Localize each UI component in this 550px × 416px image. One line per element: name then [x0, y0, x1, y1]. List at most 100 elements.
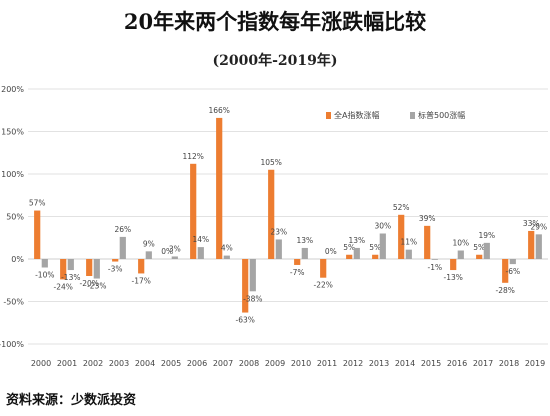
- chart-subtitle: (2000年-2019年): [212, 53, 338, 69]
- bar-quanA: [138, 259, 145, 274]
- bar-sp500: [535, 234, 542, 259]
- bar-sp500: [197, 247, 204, 259]
- x-tick-label: 2004: [135, 359, 155, 368]
- bar-quanA: [528, 230, 535, 259]
- data-label: 11%: [400, 238, 417, 247]
- data-label: -6%: [505, 267, 520, 276]
- bar-quanA: [346, 254, 353, 259]
- data-label: -17%: [132, 276, 151, 285]
- y-tick-label: -100%: [0, 340, 24, 349]
- bar-sp500: [431, 259, 438, 260]
- bar-quanA: [372, 254, 379, 259]
- x-tick-label: 2005: [161, 359, 181, 368]
- bar-quanA: [450, 259, 457, 271]
- data-label: -28%: [496, 286, 515, 295]
- x-tick-label: 2018: [499, 359, 519, 368]
- x-tick-label: 2003: [109, 359, 129, 368]
- bar-quanA: [502, 259, 509, 283]
- data-label: 4%: [221, 244, 233, 253]
- bar-sp500: [483, 242, 490, 259]
- bar-quanA: [242, 259, 249, 313]
- legend-label: 标普500涨幅: [418, 110, 465, 120]
- bar-sp500: [275, 239, 282, 259]
- data-label: 10%: [452, 239, 469, 248]
- legend-swatch: [410, 112, 415, 119]
- x-tick-label: 2000: [31, 359, 51, 368]
- data-label: 0%: [325, 247, 337, 256]
- data-label: -7%: [290, 268, 305, 277]
- bar-sp500: [353, 247, 360, 259]
- bar-sp500: [119, 236, 126, 259]
- x-tick-label: 2002: [83, 359, 103, 368]
- bar-quanA: [190, 163, 197, 259]
- x-tick-label: 2013: [369, 359, 389, 368]
- x-tick-label: 2011: [317, 359, 337, 368]
- bar-sp500: [67, 259, 74, 271]
- bar-quanA: [86, 259, 93, 276]
- data-label: 30%: [374, 222, 391, 231]
- x-tick-label: 2019: [525, 359, 545, 368]
- source-note: 资料来源：少数派投资: [6, 393, 137, 408]
- x-tick-label: 2010: [291, 359, 311, 368]
- legend-label: 全A指数涨幅: [334, 110, 379, 120]
- data-label: 29%: [530, 222, 547, 231]
- data-label: -22%: [314, 281, 333, 290]
- bar-quanA: [216, 117, 223, 260]
- x-tick-label: 2006: [187, 359, 207, 368]
- bar-quanA: [60, 259, 67, 280]
- x-tick-label: 2001: [57, 359, 77, 368]
- data-label: -63%: [236, 316, 255, 325]
- bar-quanA: [112, 259, 119, 262]
- bar-sp500: [379, 233, 386, 259]
- data-label: 0%: [161, 247, 173, 256]
- data-label: -3%: [108, 265, 123, 274]
- y-tick-label: 200%: [1, 85, 24, 94]
- bar-quanA: [268, 169, 275, 259]
- data-label: 13%: [296, 236, 313, 245]
- data-label: 5%: [473, 243, 485, 252]
- x-tick-label: 2017: [473, 359, 493, 368]
- bar-sp500: [93, 259, 100, 279]
- x-tick-label: 2016: [447, 359, 467, 368]
- bar-sp500: [301, 247, 308, 259]
- y-tick-label: 0%: [11, 255, 24, 264]
- y-tick-label: 150%: [1, 128, 24, 137]
- y-tick-label: 100%: [1, 170, 24, 179]
- chart-title: 20年来两个指数每年涨跌幅比较: [123, 9, 427, 34]
- bar-quanA: [424, 225, 431, 259]
- bar-sp500: [41, 259, 48, 268]
- data-label: -20%: [80, 279, 99, 288]
- y-tick-label: -50%: [3, 298, 24, 307]
- x-tick-label: 2014: [395, 359, 415, 368]
- data-label: 52%: [393, 203, 410, 212]
- x-tick-label: 2009: [265, 359, 285, 368]
- data-label: 39%: [419, 214, 436, 223]
- legend-swatch: [326, 112, 331, 119]
- x-tick-label: 2008: [239, 359, 259, 368]
- data-label: -38%: [243, 294, 262, 303]
- data-label: 23%: [270, 227, 287, 236]
- bar-sp500: [145, 251, 152, 259]
- bar-sp500: [223, 255, 230, 259]
- data-label: -10%: [35, 271, 54, 280]
- bar-sp500: [405, 249, 412, 259]
- bar-quanA: [476, 254, 483, 259]
- data-label: 9%: [143, 239, 155, 248]
- data-label: 3%: [169, 244, 181, 253]
- data-label: -24%: [54, 282, 73, 291]
- x-tick-label: 2007: [213, 359, 233, 368]
- data-label: 14%: [192, 235, 209, 244]
- data-label: 112%: [182, 152, 203, 161]
- x-tick-label: 2012: [343, 359, 363, 368]
- data-label: -1%: [427, 263, 442, 272]
- data-label: 19%: [478, 231, 495, 240]
- x-tick-label: 2015: [421, 359, 441, 368]
- data-label: 105%: [260, 158, 281, 167]
- data-label: 5%: [369, 243, 381, 252]
- bar-sp500: [509, 259, 516, 265]
- data-label: 57%: [29, 199, 46, 208]
- data-label: -13%: [444, 273, 463, 282]
- bar-quanA: [294, 259, 301, 265]
- data-label: -23%: [87, 282, 106, 291]
